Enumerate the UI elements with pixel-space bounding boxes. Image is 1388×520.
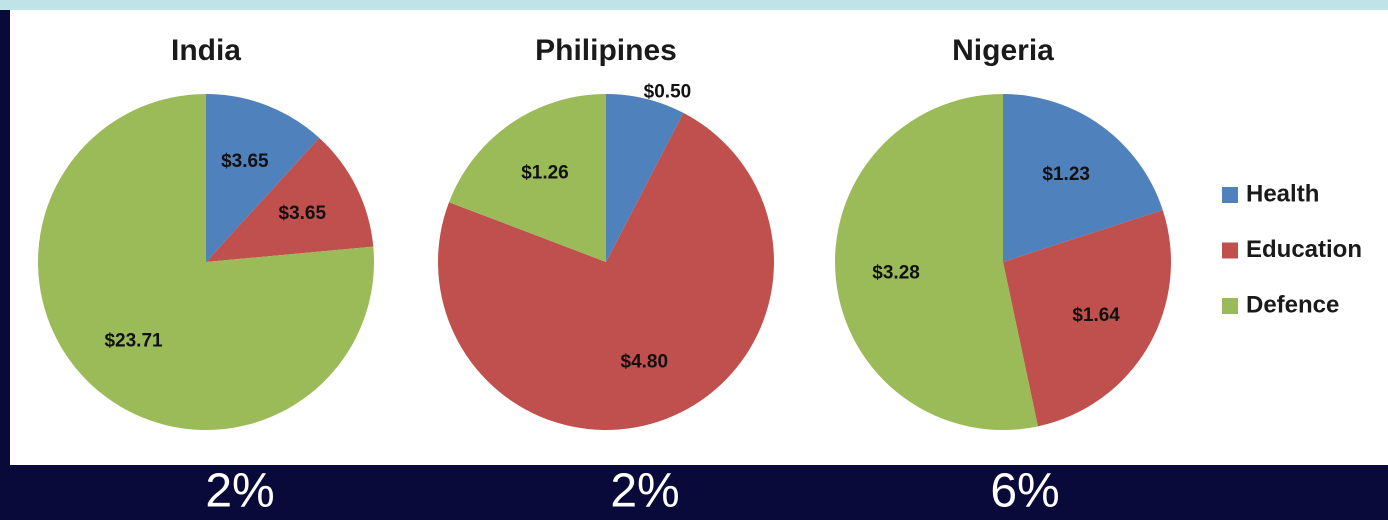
- value-label: $3.65: [279, 203, 327, 224]
- legend-swatch: [1222, 298, 1238, 314]
- pie-slice: [438, 112, 775, 431]
- pie-slice: [606, 94, 684, 262]
- chart-title: Nigeria: [952, 34, 1054, 67]
- annotation: 6%: [990, 465, 1059, 518]
- legend-entry: Defence: [1246, 291, 1339, 318]
- legend-entry: Education: [1246, 236, 1362, 263]
- value-label: $0.50: [644, 81, 692, 102]
- legend-entry: Health: [1246, 180, 1319, 207]
- pie-slice: [1003, 94, 1163, 262]
- value-label: $23.71: [104, 330, 163, 351]
- top-strip: [0, 0, 1388, 10]
- value-label: $1.23: [1042, 164, 1090, 185]
- pie-slice: [835, 94, 1038, 430]
- legend-swatch: [1222, 242, 1238, 259]
- value-label: $3.65: [221, 151, 269, 172]
- pie-slice: [1003, 210, 1171, 427]
- value-label: $1.64: [1072, 305, 1120, 326]
- annotation: 2%: [205, 465, 274, 518]
- pie-slice: [37, 94, 374, 430]
- pie-slice: [206, 94, 320, 262]
- pie-slice: [206, 137, 374, 262]
- chart-title: Philipines: [535, 34, 677, 67]
- value-label: $1.26: [521, 162, 569, 183]
- value-label: $3.28: [872, 262, 920, 283]
- chart-title: India: [171, 34, 241, 67]
- value-label: $4.80: [621, 351, 669, 372]
- annotation: 2%: [610, 465, 679, 518]
- legend-swatch: [1222, 187, 1238, 203]
- pie-slice: [449, 94, 606, 262]
